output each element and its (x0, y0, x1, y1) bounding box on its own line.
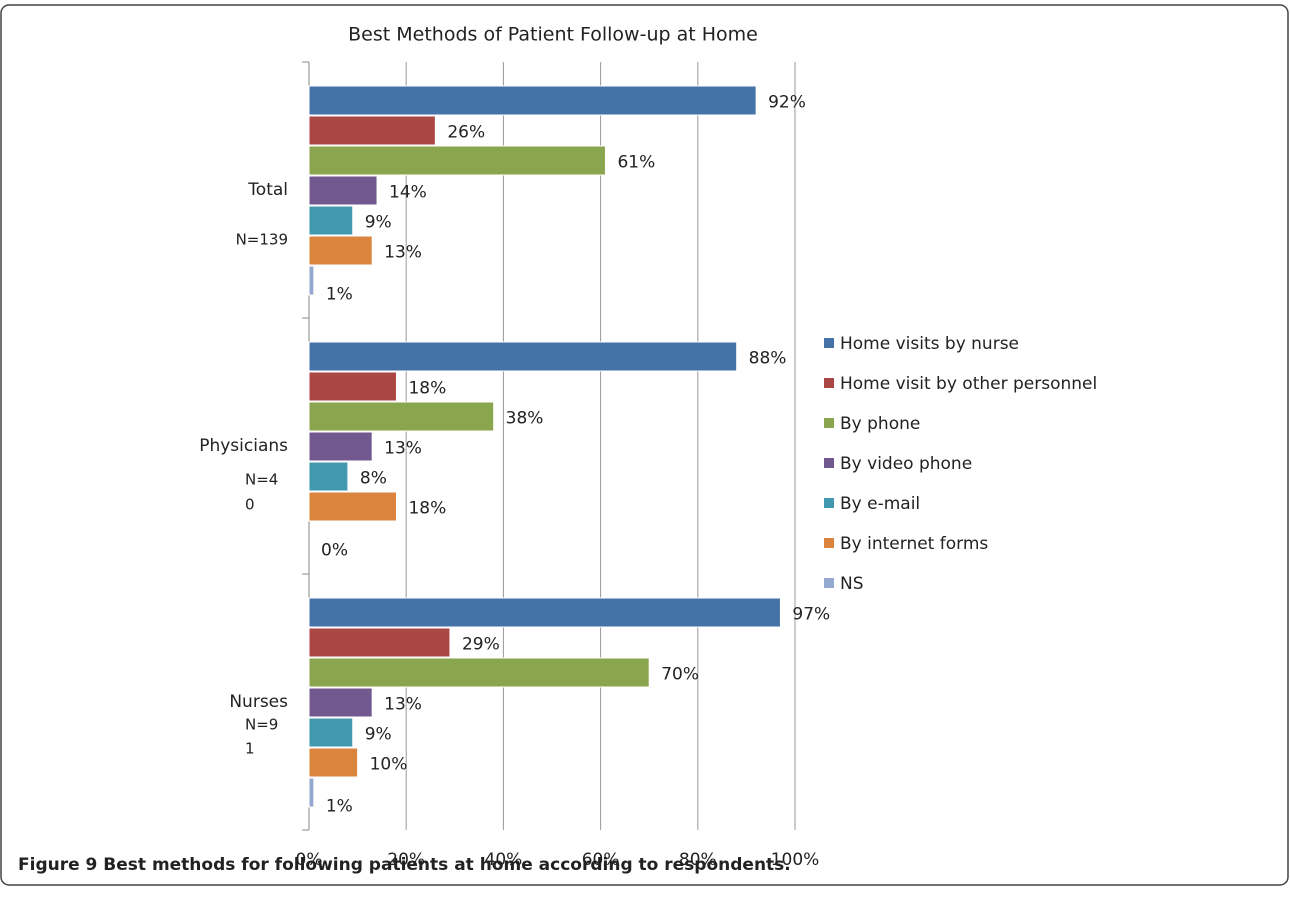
legend-swatch (824, 538, 834, 548)
data-label: 70% (661, 665, 699, 685)
legend-label: By e-mail (840, 494, 920, 514)
category-note: N=4 (245, 471, 278, 489)
category-note: N=139 (236, 231, 288, 249)
bar (308, 401, 495, 432)
legend-swatch (824, 458, 834, 468)
bar (308, 657, 650, 688)
chart-title: Best Methods of Patient Follow-up at Hom… (348, 24, 758, 46)
legend-label: By phone (840, 414, 920, 434)
data-label: 38% (506, 409, 544, 429)
data-label: 18% (408, 379, 446, 399)
data-label: 0% (321, 541, 348, 561)
bar (308, 175, 378, 206)
frame (0, 4, 1289, 886)
bar (308, 115, 436, 146)
bar (308, 341, 738, 372)
legend-label: By internet forms (840, 534, 988, 554)
x-tick-label: 60% (582, 850, 620, 870)
category-label: Physicians (199, 436, 288, 456)
legend-label: Home visit by other personnel (840, 374, 1097, 394)
bar (308, 687, 373, 718)
legend-swatch (824, 338, 834, 348)
data-label: 13% (384, 695, 422, 715)
x-tick-label: 40% (485, 850, 523, 870)
data-label: 9% (365, 213, 392, 233)
data-label: 13% (384, 439, 422, 459)
legend-swatch (824, 578, 834, 588)
category-note: N=9 (245, 716, 278, 734)
data-label: 26% (447, 123, 485, 143)
data-label: 9% (365, 725, 392, 745)
data-label: 97% (792, 605, 830, 625)
data-label: 88% (749, 349, 787, 369)
data-label: 14% (389, 183, 427, 203)
bar (308, 627, 451, 658)
category-note: 1 (245, 740, 255, 758)
bar (308, 145, 606, 176)
data-label: 92% (768, 93, 806, 113)
bar (308, 717, 354, 748)
bar (308, 265, 315, 296)
data-label: 61% (617, 153, 655, 173)
bar (308, 85, 757, 116)
data-label: 1% (326, 285, 353, 305)
legend-label: By video phone (840, 454, 972, 474)
bar (308, 747, 359, 778)
category-note: 0 (245, 496, 255, 514)
data-label: 10% (370, 755, 408, 775)
bar (308, 777, 315, 808)
x-tick-label: 20% (387, 850, 425, 870)
bar (308, 235, 373, 266)
category-label: Nurses (229, 692, 288, 712)
legend-swatch (824, 498, 834, 508)
category-label: Total (247, 180, 288, 200)
caption: Figure 9 Best methods for following pati… (18, 855, 791, 875)
data-label: 13% (384, 243, 422, 263)
x-tick-label: 100% (771, 850, 820, 870)
legend-label: Home visits by nurse (840, 334, 1019, 354)
bar (308, 491, 397, 522)
x-tick-label: 80% (679, 850, 717, 870)
data-label: 29% (462, 635, 500, 655)
bar (308, 205, 354, 236)
x-tick-label: 0% (296, 850, 323, 870)
data-label: 1% (326, 797, 353, 817)
data-label: 18% (408, 499, 446, 519)
bar (308, 431, 373, 462)
legend-label: NS (840, 574, 864, 594)
data-label: 8% (360, 469, 387, 489)
legend-swatch (824, 378, 834, 388)
bar (308, 371, 397, 402)
legend-swatch (824, 418, 834, 428)
bar (308, 461, 349, 492)
bar (308, 597, 781, 628)
